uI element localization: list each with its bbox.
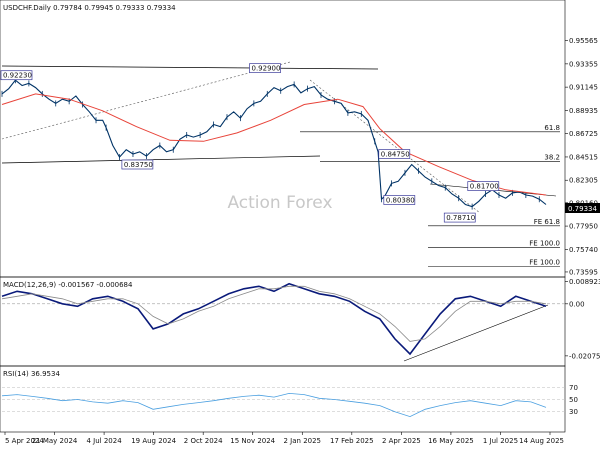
date-tick-label: 15 Nov 2024 (230, 437, 275, 445)
annotation-label: 0.84750 (381, 150, 410, 158)
fib-level-label: FE 100.0 (529, 240, 560, 248)
moving-average-line (1, 93, 547, 196)
annotation-label: 0.92230 (3, 72, 32, 80)
date-tick-label: 19 Aug 2024 (131, 437, 176, 445)
channel-bottom-line (1, 155, 321, 164)
rsi-axis: 70 50 30 (2, 384, 578, 416)
moving-average-series (1, 93, 547, 196)
date-tick-label: 2 Apr 2025 (382, 437, 421, 445)
trend-lines (1, 61, 557, 362)
annotation-box (0, 70, 33, 81)
price-tick-label: 0.88935 (569, 107, 598, 115)
annotation-box (383, 195, 416, 205)
annotation-label: 0.81700 (470, 183, 499, 191)
rsi-series (1, 392, 547, 418)
annotation-label: 0.83750 (124, 161, 153, 169)
annotation-label: 0.80380 (386, 196, 415, 204)
rsi-panel-title: RSI(14) 36.9534 (3, 370, 60, 378)
price-tick-label: 0.91145 (569, 84, 598, 92)
macd-panel-title: MACD(12,26,9) -0.001567 -0.000684 (3, 281, 133, 289)
price-tick-label: 0.73595 (569, 268, 598, 276)
price-annotation: 0.92900 (249, 63, 281, 74)
price-annotation: 0.78710 (443, 212, 476, 223)
date-tick-label: 1 Jul 2025 (483, 437, 518, 445)
macd-tick-label: 0.00 (569, 300, 585, 308)
date-tick-label: 2 Oct 2024 (184, 437, 223, 445)
rsi-line (1, 392, 547, 418)
macd-tick-label: 0.008923 (569, 278, 600, 286)
date-tick-label: 4 Jul 2024 (87, 437, 123, 445)
last-price-box (565, 203, 600, 213)
fib-level-label: 38.2 (544, 153, 560, 161)
dashed-rising-trendline (1, 61, 291, 140)
fib-level-label: FE 100.0 (529, 259, 560, 267)
price-tick-label: 0.75740 (569, 246, 598, 254)
date-tick-label: 21 May 2024 (32, 437, 78, 445)
fib-levels: 61.8 38.2 FE 61.8 FE 100.0 FE 100.0 (300, 124, 560, 267)
annotation-box (121, 159, 154, 170)
rsi-tick-label: 30 (569, 408, 578, 416)
price-annotation: 0.84750 (378, 149, 411, 159)
price-annotation: 0.80380 (383, 195, 416, 205)
date-tick-label: 16 May 2025 (428, 437, 474, 445)
macd-axis: 0.008923 0.00 -0.020759 (2, 278, 600, 360)
price-annotations: 0.92230 0.92900 0.83750 0.84750 0.80380 0.787… (0, 63, 500, 223)
watermark: Action Forex (227, 193, 332, 213)
price-series (1, 77, 547, 210)
macd-line (1, 282, 547, 356)
fib-level-label: FE 61.8 (534, 218, 560, 226)
annotation-label: 0.92900 (251, 65, 280, 73)
annotation-label: 0.78710 (446, 214, 475, 222)
rsi-tick-label: 70 (569, 384, 578, 392)
date-tick-label: 14 Aug 2025 (519, 437, 564, 445)
price-annotation: 0.83750 (121, 159, 154, 170)
last-price-tag: 0.79334 (565, 203, 600, 213)
date-tick-label: 2 Jan 2025 (284, 437, 322, 445)
last-price-label: 0.79334 (568, 205, 597, 213)
macd-line (1, 285, 547, 342)
annotation-box (467, 181, 500, 191)
annotation-box (378, 149, 411, 159)
price-tick-label: 0.93355 (569, 60, 598, 68)
date-tick-label: 17 Feb 2025 (330, 437, 374, 445)
macd-tick-label: -0.020759 (569, 352, 600, 360)
fib-level-label: 61.8 (544, 124, 560, 132)
price-annotation: 0.92230 (0, 70, 33, 81)
channel-top-line (1, 65, 379, 70)
rsi-tick-label: 50 (569, 396, 578, 404)
price-tick-label: 0.84515 (569, 153, 598, 161)
annotation-box (249, 63, 281, 74)
annotation-box (443, 212, 476, 223)
price-tick-label: 0.95565 (569, 37, 598, 45)
macd-divergence-line (403, 304, 549, 362)
price-annotation: 0.81700 (467, 181, 500, 191)
date-tick-label: 5 Apr 2024 (5, 437, 44, 445)
price-line (1, 79, 547, 208)
price-tick-label: 0.77950 (569, 223, 598, 231)
macd-series (1, 282, 547, 356)
rsi-panel-frame (0, 365, 566, 433)
price-panel-title: USDCHF.Daily 0.79784 0.79945 0.79333 0.7… (3, 4, 176, 12)
price-tick-label: 0.82305 (569, 177, 598, 185)
price-tick-label: 0.86725 (569, 130, 598, 138)
